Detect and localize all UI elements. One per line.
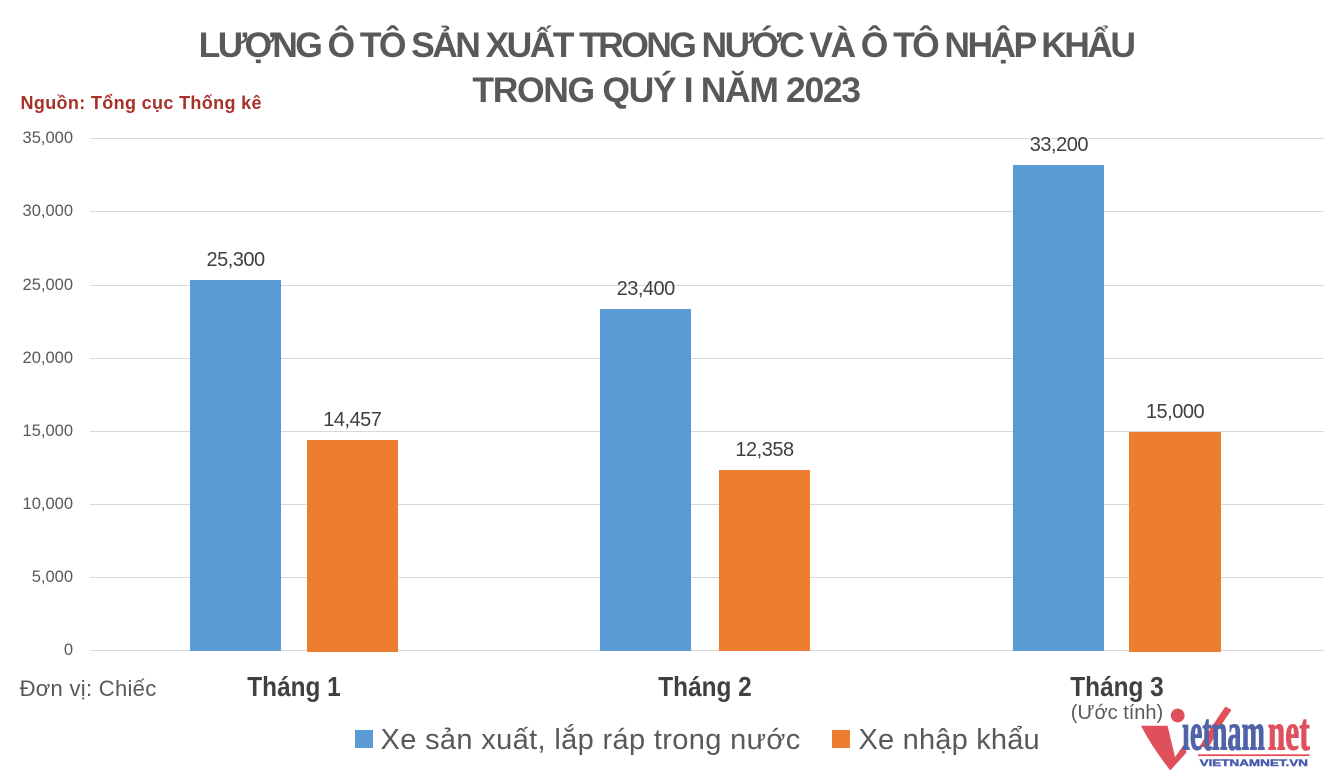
svg-text:ıetnam: ıetnam	[1182, 704, 1265, 762]
svg-text:VIETNAMNET.VN: VIETNAMNET.VN	[1200, 758, 1308, 769]
svg-text:net: net	[1268, 704, 1310, 762]
